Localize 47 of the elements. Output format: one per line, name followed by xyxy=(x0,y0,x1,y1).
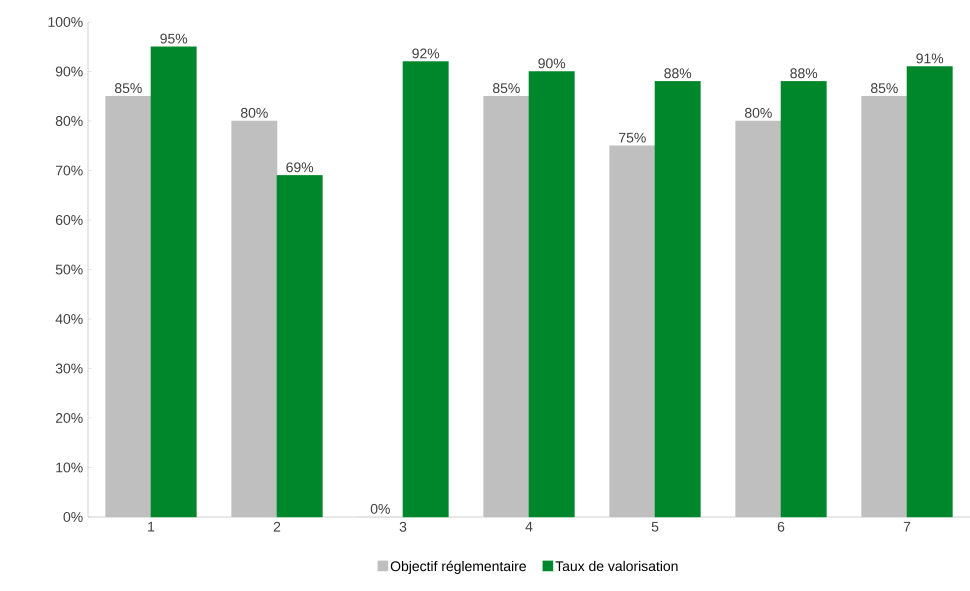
x-tick-label: 2 xyxy=(274,522,280,532)
y-tick-label: 40% xyxy=(56,314,83,324)
y-tick-label: 10% xyxy=(56,462,83,472)
bar xyxy=(150,46,197,518)
data-label: 0% xyxy=(370,504,390,514)
bar xyxy=(906,66,953,518)
bar xyxy=(735,120,782,518)
data-label: 80% xyxy=(240,108,268,118)
bar xyxy=(528,71,575,518)
data-label: 80% xyxy=(744,108,772,118)
bar xyxy=(276,175,323,518)
data-label: 88% xyxy=(664,68,692,78)
y-tick-label: 0% xyxy=(64,512,83,522)
data-label: 85% xyxy=(492,83,520,94)
x-tick-label: 3 xyxy=(400,522,406,532)
y-tick-label: 60% xyxy=(56,215,83,225)
bar xyxy=(780,81,827,518)
data-label: 90% xyxy=(538,58,566,68)
x-tick-label: 4 xyxy=(525,522,532,532)
bar xyxy=(402,61,449,518)
bar xyxy=(861,96,908,518)
x-tick-label: 6 xyxy=(778,522,784,532)
y-tick-label: 100% xyxy=(48,17,83,27)
bar xyxy=(483,96,530,518)
data-label: 95% xyxy=(160,34,188,44)
bar xyxy=(105,96,152,518)
data-label: 75% xyxy=(619,132,646,143)
bar xyxy=(231,120,278,518)
data-label: 91% xyxy=(916,53,944,64)
x-tick-label: 1 xyxy=(148,522,154,532)
y-tick-label: 50% xyxy=(56,264,83,274)
y-tick-label: 80% xyxy=(56,116,83,126)
data-label: 69% xyxy=(286,162,314,172)
legend-label: Taux de valorisation xyxy=(555,560,678,572)
bar xyxy=(609,145,656,518)
y-tick-label: 90% xyxy=(56,66,83,76)
data-label: 85% xyxy=(870,83,898,94)
data-label: 85% xyxy=(114,83,142,94)
x-tick-label: 5 xyxy=(652,522,658,532)
y-tick-label: 30% xyxy=(56,364,83,374)
bar xyxy=(654,81,701,518)
legend-label: Objectif réglementaire xyxy=(390,560,526,574)
data-label: 92% xyxy=(412,48,440,58)
data-label: 88% xyxy=(790,68,818,78)
x-tick-label: 7 xyxy=(904,522,910,532)
y-tick-label: 70% xyxy=(56,166,83,176)
y-tick-label: 20% xyxy=(56,413,83,423)
